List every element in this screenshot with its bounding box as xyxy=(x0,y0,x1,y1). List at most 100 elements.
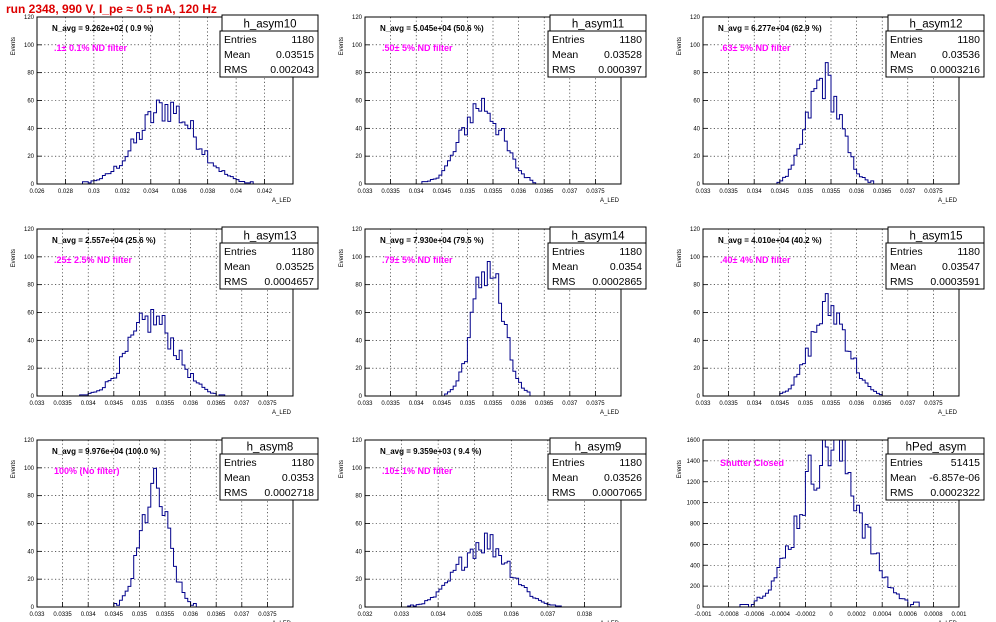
x-tick-label: 0.036 xyxy=(849,189,865,195)
stats-value: 0.0002865 xyxy=(592,276,642,288)
x-tick-label: 0.03 xyxy=(88,189,100,195)
x-tick-label: 0.033 xyxy=(695,189,711,195)
stats-value: 0.03547 xyxy=(942,261,980,273)
filter-label: .50± 5% ND filter xyxy=(382,43,453,53)
x-tick-label: 0.0355 xyxy=(822,401,841,407)
y-axis-label: Events xyxy=(339,37,345,55)
filter-label: .79± 5% ND filter xyxy=(382,255,453,265)
stats-title: h_asym12 xyxy=(909,19,962,31)
x-tick-label: 0.0365 xyxy=(873,189,892,195)
filter-label: .1± 0.1% ND filter xyxy=(54,43,127,53)
x-tick-label: 0.035 xyxy=(132,612,148,618)
stats-key: Mean xyxy=(890,49,916,61)
y-tick-label: 20 xyxy=(355,366,362,372)
y-tick-label: 60 xyxy=(693,99,700,105)
stats-value: 1180 xyxy=(619,246,642,258)
y-tick-label: 0 xyxy=(697,605,701,611)
stats-key: Mean xyxy=(552,472,578,484)
histogram-line xyxy=(703,62,959,185)
x-tick-label: 0.0375 xyxy=(924,401,943,407)
stats-value: 0.0003591 xyxy=(930,276,980,288)
navg-label: N_avg = 7.930e+04 (79.5 %) xyxy=(380,236,484,245)
y-tick-label: 80 xyxy=(693,71,700,77)
x-tick-label: 0.036 xyxy=(183,612,199,618)
stats-value: 1180 xyxy=(619,34,642,46)
stats-key: Entries xyxy=(552,457,585,469)
y-tick-label: 100 xyxy=(352,43,363,49)
filter-label: .63± 5% ND filter xyxy=(720,43,791,53)
y-axis-label: Events xyxy=(677,249,683,267)
stats-title: h_asym14 xyxy=(571,231,625,243)
stats-key: RMS xyxy=(224,487,247,499)
y-tick-label: 60 xyxy=(355,522,362,528)
stats-key: Entries xyxy=(552,34,585,46)
x-tick-label: 0.0335 xyxy=(53,612,72,618)
hist-panel-h_asym8: 0.033 0.0335 0.034 0.0345 0.035 0.0355 0.036 0.… xyxy=(11,437,319,622)
x-tick-label: 0.0345 xyxy=(433,189,452,195)
stats-value: 0.002043 xyxy=(270,64,314,76)
filter-label: .25± 2.5% ND filter xyxy=(54,255,132,265)
y-tick-label: 100 xyxy=(690,255,701,261)
stats-box xyxy=(547,30,647,78)
stats-key: RMS xyxy=(552,487,575,499)
x-tick-label: 0.0365 xyxy=(535,189,554,195)
y-tick-label: 100 xyxy=(690,43,701,49)
x-tick-label: 0.036 xyxy=(183,401,199,407)
stats-key: Mean xyxy=(552,261,578,273)
x-tick-label: 0.0345 xyxy=(105,401,124,407)
navg-label: N_avg = 4.010e+04 (40.2 %) xyxy=(718,236,822,245)
stats-value: 0.000397 xyxy=(598,64,642,76)
hist-panel-h_asym14: 0.033 0.0335 0.034 0.0345 0.035 0.0355 0.036 0.… xyxy=(339,226,647,416)
stats-key: RMS xyxy=(552,276,575,288)
hist-panel-h_asym15: 0.033 0.0335 0.034 0.0345 0.035 0.0355 0.036 0.… xyxy=(677,226,985,416)
y-tick-label: 40 xyxy=(693,338,700,344)
stats-box xyxy=(219,242,319,290)
x-tick-label: 0.033 xyxy=(29,612,45,618)
y-tick-label: 20 xyxy=(693,154,700,160)
y-tick-label: 0 xyxy=(359,182,363,188)
stats-key: RMS xyxy=(890,64,913,76)
y-tick-label: 1200 xyxy=(687,480,701,486)
x-tick-label: 0.032 xyxy=(357,612,373,618)
x-tick-label: 0.0355 xyxy=(484,401,503,407)
x-tick-label: 0.0365 xyxy=(207,401,226,407)
navg-label: N_avg = 9.976e+04 (100.0 %) xyxy=(52,447,160,456)
stats-value: 0.03526 xyxy=(604,472,642,484)
filter-label: Shutter Closed xyxy=(720,458,784,468)
hist-panel-hPed_asym: -0.001 -0.0008 -0.0006 -0.0004 -0.0002 0 0.000… xyxy=(677,437,985,622)
x-tick-label: 0.0355 xyxy=(484,189,503,195)
navg-label: N_avg = 2.557e+04 (25.6 %) xyxy=(52,236,156,245)
hist-panel-h_asym11: 0.033 0.0335 0.034 0.0345 0.035 0.0355 0.036 0.… xyxy=(339,14,647,204)
stats-key: RMS xyxy=(224,64,247,76)
x-tick-label: 0.033 xyxy=(357,401,373,407)
histogram-line xyxy=(37,309,293,397)
x-tick-label: 0.0375 xyxy=(258,612,277,618)
y-tick-label: 80 xyxy=(27,283,34,289)
y-tick-label: 120 xyxy=(352,15,363,21)
stats-value: 0.0003216 xyxy=(930,64,980,76)
x-tick-label: -0.0004 xyxy=(770,612,791,618)
x-tick-label: 0.037 xyxy=(234,401,250,407)
x-axis-label: A_LED xyxy=(272,410,292,416)
stats-key: Mean xyxy=(224,472,250,484)
stats-box xyxy=(219,453,319,501)
x-tick-label: 0.038 xyxy=(577,612,593,618)
y-tick-label: 80 xyxy=(355,71,362,77)
y-tick-label: 100 xyxy=(24,466,35,472)
y-tick-label: 20 xyxy=(693,366,700,372)
y-tick-label: 120 xyxy=(690,227,701,233)
y-tick-label: 40 xyxy=(355,338,362,344)
x-tick-label: 0.036 xyxy=(504,612,520,618)
y-tick-label: 800 xyxy=(690,522,701,528)
stats-value: 0.03528 xyxy=(604,49,642,61)
y-tick-label: 0 xyxy=(359,394,363,400)
x-tick-label: 0.037 xyxy=(562,189,578,195)
hist-panel-h_asym10: 0.026 0.028 0.03 0.032 0.034 0.036 0.038 0.04 0.… xyxy=(11,14,319,204)
run-title: run 2348, 990 V, I_pe ≈ 0.5 nA, 120 Hz xyxy=(6,2,217,16)
navg-label: N_avg = 9.262e+02 ( 0.9 %) xyxy=(52,24,154,33)
stats-value: 1180 xyxy=(957,34,980,46)
y-tick-label: 100 xyxy=(352,466,363,472)
x-axis-label: A_LED xyxy=(938,410,958,416)
y-axis-label: Events xyxy=(11,249,17,267)
